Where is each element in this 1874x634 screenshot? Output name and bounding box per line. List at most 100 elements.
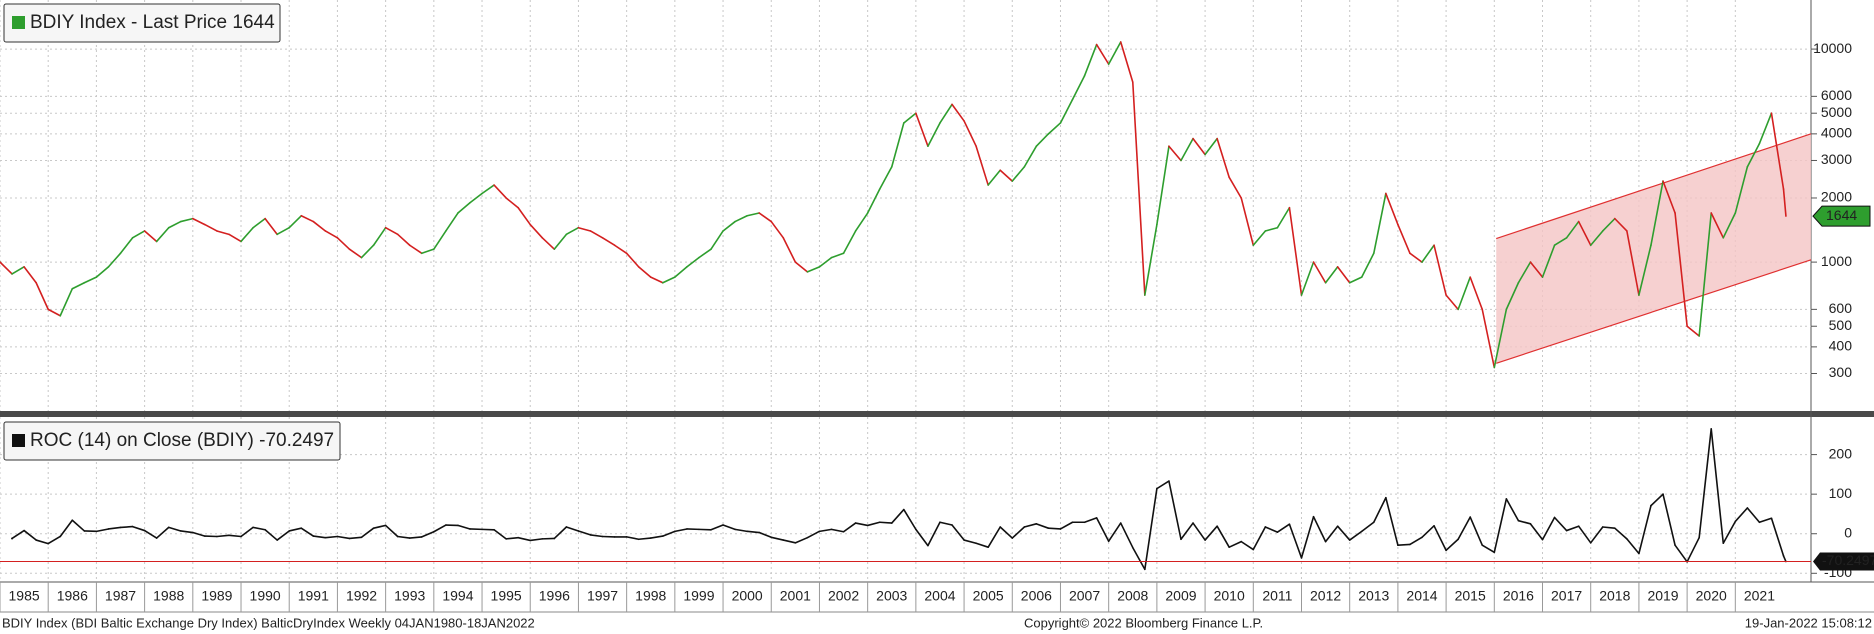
line-segment: [637, 266, 652, 278]
line-segment: [264, 217, 278, 236]
line-segment: [553, 233, 568, 250]
line-segment: [59, 287, 74, 317]
line-segment: [119, 525, 134, 529]
line-segment: [1204, 525, 1218, 541]
line-segment: [1047, 122, 1062, 135]
line-segment: [83, 276, 98, 284]
line-segment: [1107, 41, 1122, 65]
legend-box: [3, 3, 281, 43]
line-segment: [1421, 525, 1435, 539]
line-segment: [1168, 145, 1182, 162]
line-segment: [1601, 526, 1616, 529]
line-segment: [1734, 507, 1749, 523]
line-segment: [1023, 523, 1038, 528]
line-segment: [710, 524, 724, 531]
line-segment: [348, 536, 363, 540]
x-tick-label: 1993: [394, 588, 425, 604]
line-segment: [1505, 498, 1520, 522]
line-segment: [1710, 428, 1725, 545]
line-segment: [541, 237, 556, 250]
line-segment: [1228, 540, 1243, 548]
line-segment: [1252, 230, 1267, 247]
line-segment: [276, 226, 291, 236]
line-segment: [1216, 137, 1230, 179]
line-segment: [854, 522, 869, 527]
line-segment: [975, 542, 989, 548]
line-segment: [1650, 180, 1664, 247]
y-tick-label: 300: [1829, 364, 1853, 380]
line-segment: [1529, 523, 1544, 541]
line-segment: [1180, 522, 1194, 541]
line-segment: [288, 527, 303, 532]
line-segment: [204, 223, 218, 232]
line-segment: [167, 220, 182, 229]
line-segment: [1469, 276, 1484, 311]
line-segment: [866, 521, 881, 527]
line-segment: [915, 528, 929, 547]
line-segment: [252, 526, 266, 531]
line-segment: [1300, 261, 1315, 296]
line-segment: [1011, 166, 1026, 182]
line-segment: [1348, 530, 1363, 541]
line-segment: [1662, 493, 1676, 547]
line-segment: [1517, 519, 1532, 525]
line-segment: [1409, 536, 1423, 546]
line-segment: [1638, 504, 1652, 555]
line-segment: [878, 166, 893, 190]
line-segment: [746, 212, 761, 217]
y-tick-label: 4000: [1821, 125, 1852, 141]
line-segment: [1397, 223, 1411, 255]
x-tick-label: 2013: [1358, 588, 1389, 604]
line-segment: [1710, 212, 1725, 239]
line-segment: [1565, 525, 1580, 532]
line-segment: [1240, 540, 1255, 551]
line-segment: [1541, 244, 1556, 278]
line-segment: [674, 528, 688, 533]
line-segment: [661, 276, 676, 284]
line-segment: [1553, 516, 1568, 532]
line-segment: [890, 122, 905, 168]
line-segment: [1083, 517, 1098, 524]
line-segment: [1577, 220, 1592, 247]
line-segment: [1264, 526, 1279, 533]
line-segment: [1589, 526, 1604, 544]
line-segment: [577, 530, 592, 536]
line-segment: [1168, 480, 1182, 541]
line-segment: [1035, 133, 1050, 148]
line-segment: [987, 526, 1002, 548]
line-segment: [1360, 521, 1375, 533]
line-segment: [1095, 517, 1110, 543]
channel-edge: [1496, 259, 1812, 364]
line-segment: [782, 539, 797, 544]
line-segment: [1481, 544, 1496, 554]
line-segment: [396, 535, 411, 539]
last-value-label: 1644: [1826, 207, 1857, 223]
line-segment: [59, 519, 74, 538]
line-segment: [1758, 112, 1773, 145]
x-tick-label: 1986: [57, 588, 88, 604]
legend-label: ROC (14) on Close (BDIY) -70.2497: [30, 430, 334, 451]
x-tick-label: 2011: [1262, 588, 1292, 604]
line-segment: [1144, 223, 1158, 296]
line-segment: [553, 526, 568, 540]
line-segment: [1131, 81, 1146, 296]
line-segment: [818, 528, 833, 533]
line-segment: [1674, 544, 1688, 563]
line-segment: [192, 531, 206, 537]
x-tick-label: 2016: [1503, 588, 1534, 604]
line-segment: [1372, 192, 1387, 255]
line-segment: [469, 192, 483, 204]
line-segment: [1674, 212, 1688, 328]
legend-swatch: [12, 16, 25, 29]
line-segment: [734, 214, 748, 223]
line-segment: [1445, 538, 1459, 552]
x-tick-label: 1992: [346, 588, 377, 604]
y-tick-label: 200: [1829, 445, 1853, 461]
y-tick-label: 100: [1829, 485, 1853, 501]
line-segment: [433, 524, 447, 533]
line-segment: [1601, 217, 1616, 232]
line-segment: [1360, 252, 1375, 278]
line-segment: [1336, 266, 1351, 284]
line-segment: [276, 530, 291, 541]
